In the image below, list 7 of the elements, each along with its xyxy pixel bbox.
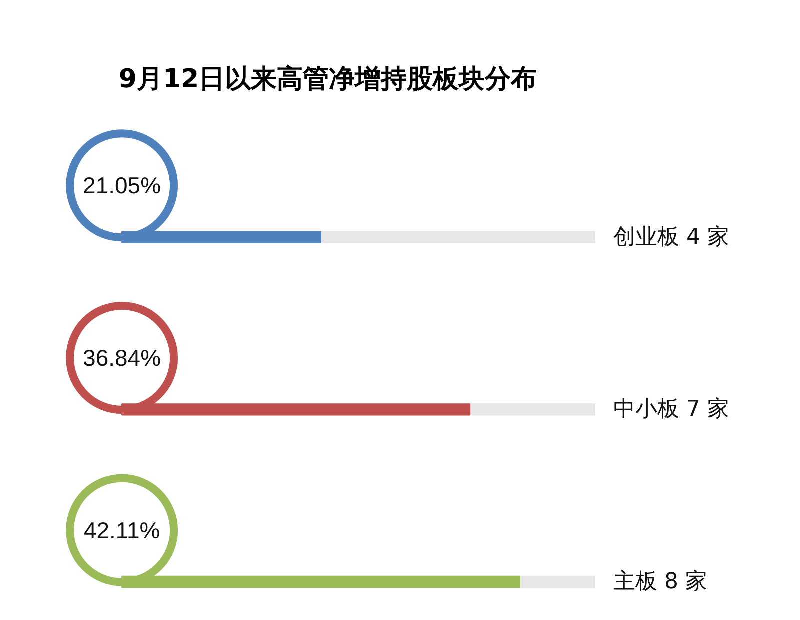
data-label: 21.05% [83,172,162,199]
y-tick-label: 中小板 7 家 [614,397,730,422]
data-label: 36.84% [83,345,162,371]
chart-title: 9月12日以来高管净增持股板块分布 [118,64,538,94]
y-tick-label: 创业板 4 家 [614,224,730,250]
y-tick-label: 主板 8 家 [614,570,708,595]
data-label: 42.11% [84,517,160,544]
